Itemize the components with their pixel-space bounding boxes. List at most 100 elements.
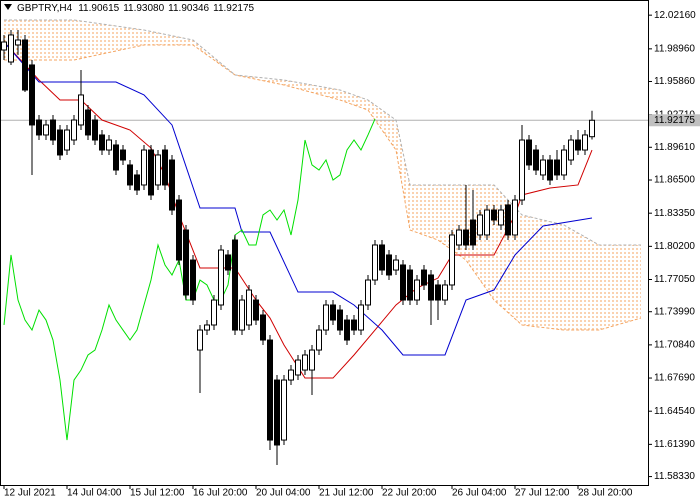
ohlc-low: 11.90346 (168, 3, 209, 14)
candle-body (36, 119, 42, 136)
candle-body (561, 149, 567, 176)
candle-body (218, 249, 224, 306)
current-price-label: 11.92175 (654, 115, 695, 126)
y-tick-label: 11.89610 (654, 142, 695, 153)
x-tick-label: 12 Jul 2021 (4, 488, 56, 499)
y-tick-label: 11.61390 (654, 439, 695, 450)
candle-body (393, 259, 399, 271)
y-tick-label: 12.02160 (654, 10, 696, 21)
candle-body (309, 349, 315, 371)
candle-body (428, 274, 434, 301)
candle-body (512, 199, 518, 236)
candle-body (470, 219, 476, 246)
candle-body (8, 34, 14, 63)
ohlc-close: 11.92175 (213, 3, 254, 14)
candle-body (134, 174, 140, 191)
candle-body (274, 379, 280, 446)
candle-body (78, 94, 84, 126)
candle-body (568, 139, 574, 161)
y-tick-label: 11.86500 (654, 175, 695, 186)
candle-body (295, 359, 301, 376)
candle-body (120, 149, 126, 161)
candle-body (533, 149, 539, 171)
candle-body (351, 319, 357, 331)
current-price-box (649, 114, 700, 127)
candle-body (267, 339, 273, 441)
candle-body (239, 299, 245, 331)
candle-body (204, 324, 210, 331)
x-tick-label: 22 Jul 20:00 (382, 488, 437, 499)
candle-body (379, 244, 385, 271)
x-tick-label: 21 Jul 12:00 (319, 488, 374, 499)
indicator-line (3, 41, 593, 356)
candle-body (148, 149, 154, 196)
y-tick-label: 11.70840 (654, 340, 695, 351)
ohlc-high: 11.93080 (123, 3, 164, 14)
candle-body (15, 39, 21, 46)
candle-body (92, 119, 98, 141)
candle-body (225, 254, 231, 271)
candle-body (176, 199, 182, 261)
candle-body (575, 139, 581, 151)
candle-body (64, 129, 70, 151)
candle-body (540, 159, 546, 176)
x-tick-label: 20 Jul 04:00 (256, 488, 311, 499)
y-tick-label: 11.73990 (654, 306, 695, 317)
candle-body (498, 209, 504, 226)
y-tick-label: 11.58330 (654, 471, 695, 482)
candle-body (211, 299, 217, 326)
candle-body (302, 354, 308, 371)
y-tick-label: 11.95860 (654, 76, 695, 87)
candle-body (99, 134, 105, 151)
candle-body (477, 214, 483, 236)
candle-body (582, 134, 588, 151)
x-tick-label: 14 Jul 04:00 (67, 488, 122, 499)
candle-body (85, 109, 91, 136)
candle-body (106, 139, 112, 151)
y-tick-label: 11.67690 (654, 373, 695, 384)
candle-body (29, 64, 35, 126)
candle-body (197, 329, 203, 351)
candle-body (463, 229, 469, 246)
candle-body (554, 159, 560, 176)
candle-body (162, 149, 168, 186)
y-tick-label: 11.80200 (654, 241, 695, 252)
candle-body (526, 139, 532, 166)
candle-body (316, 329, 322, 351)
candle-body (372, 244, 378, 281)
ohlc-open: 11.90615 (78, 3, 119, 14)
plot-area (0, 19, 648, 465)
candle-body (22, 39, 28, 91)
candle-body (400, 264, 406, 301)
candle-body (1, 41, 7, 51)
candle-body (386, 254, 392, 276)
symbol-menu-icon[interactable] (4, 4, 12, 10)
candle-body (113, 144, 119, 171)
indicator-line (3, 41, 593, 379)
candle-body (43, 124, 49, 136)
y-tick-label: 11.77050 (654, 274, 695, 285)
x-tick-label: 26 Jul 04:00 (452, 488, 507, 499)
candle-body (491, 209, 497, 221)
candle-body (281, 379, 287, 441)
candle-body (365, 279, 371, 306)
candle-body (358, 304, 364, 331)
x-tick-label: 27 Jul 12:00 (515, 488, 570, 499)
candle-body (337, 309, 343, 331)
candle-body (50, 119, 56, 141)
candle-body (323, 304, 329, 331)
x-tick-label: 16 Jul 20:00 (193, 488, 248, 499)
candle-body (484, 209, 490, 236)
candle-body (155, 154, 161, 186)
chart-header: GBPTRY,H4 11.90615 11.93080 11.90346 11.9217… (17, 3, 255, 14)
candle-body (169, 159, 175, 211)
candle-body (183, 229, 189, 296)
indicator-line (3, 118, 376, 441)
candle-body (141, 149, 147, 186)
candle-body (505, 204, 511, 236)
candle-body (253, 299, 259, 321)
candle-body (344, 319, 350, 341)
x-tick-label: 28 Jul 20:00 (578, 488, 633, 499)
